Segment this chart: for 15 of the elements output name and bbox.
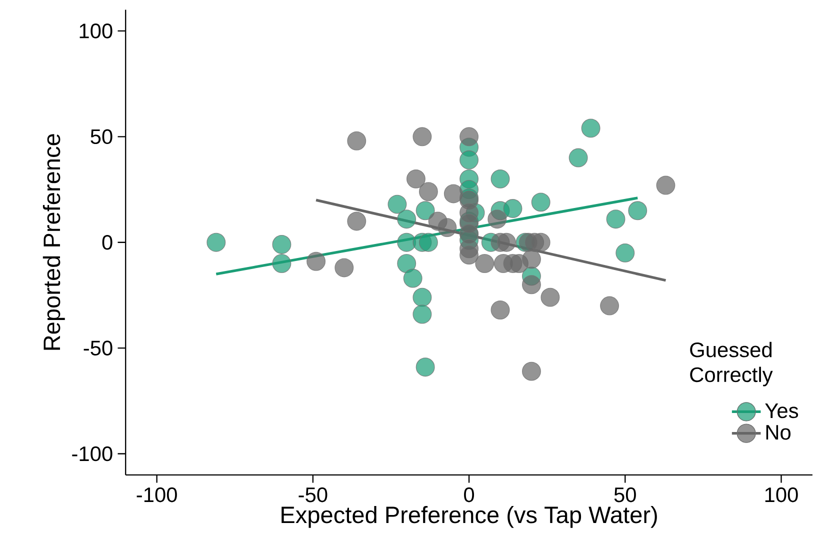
x-tick-label: 100 <box>765 487 798 502</box>
x-tick-label: -100 <box>136 487 177 502</box>
x-tick-label: -50 <box>298 487 328 502</box>
y-tick-label: -50 <box>84 340 112 356</box>
x-axis-title: Expected Preference (vs Tap Water) <box>282 506 657 528</box>
y-axis-title: Reported Preference <box>42 134 65 350</box>
y-tick-label: 100 <box>80 23 112 38</box>
x-tick-label: 0 <box>464 487 474 502</box>
x-tick-label: 50 <box>614 487 636 502</box>
legend-label: Yes <box>765 403 798 418</box>
legend-label: No <box>766 424 791 440</box>
y-tick-label: -100 <box>72 446 112 461</box>
y-tick-label: 0 <box>102 234 112 250</box>
legend-title: Guessed Correctly <box>690 342 773 386</box>
y-tick-label: 50 <box>90 129 112 144</box>
